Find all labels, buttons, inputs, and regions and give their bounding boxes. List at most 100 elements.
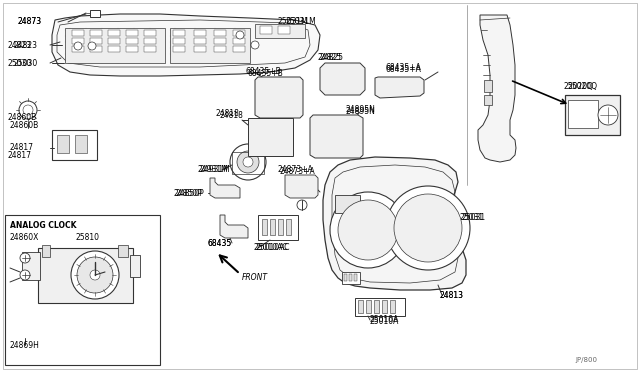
Bar	[273, 138, 289, 150]
Bar	[484, 80, 492, 92]
Polygon shape	[52, 14, 320, 76]
Text: 25031M: 25031M	[285, 17, 316, 26]
Bar	[90, 46, 102, 52]
Bar	[214, 46, 226, 52]
Circle shape	[338, 200, 398, 260]
Bar	[366, 300, 371, 313]
Circle shape	[378, 82, 386, 90]
Circle shape	[348, 74, 356, 82]
Bar	[286, 219, 291, 235]
Text: 68435+B: 68435+B	[248, 68, 284, 77]
Circle shape	[230, 144, 266, 180]
Bar	[354, 274, 357, 281]
Circle shape	[394, 194, 462, 262]
Text: 25031M: 25031M	[277, 17, 308, 26]
Bar	[173, 46, 185, 52]
Bar	[42, 245, 50, 257]
Text: 25030: 25030	[14, 58, 38, 67]
Text: 68435+A: 68435+A	[385, 64, 421, 73]
Bar	[358, 300, 363, 313]
Circle shape	[411, 82, 419, 90]
Circle shape	[344, 142, 352, 150]
Text: 24813: 24813	[440, 291, 464, 299]
Bar	[214, 38, 226, 44]
Text: 25010A: 25010A	[369, 315, 398, 324]
Circle shape	[330, 192, 406, 268]
Text: ANALOG CLOCK: ANALOG CLOCK	[10, 221, 77, 230]
Text: 24817: 24817	[10, 144, 34, 153]
Text: 24823: 24823	[14, 41, 38, 49]
Bar	[5, 215, 160, 365]
Bar	[126, 38, 138, 44]
Bar	[278, 219, 283, 235]
Polygon shape	[310, 115, 363, 158]
Polygon shape	[323, 157, 466, 290]
Bar	[75, 135, 87, 153]
Bar	[22, 252, 40, 280]
Circle shape	[344, 124, 352, 132]
Bar	[90, 38, 102, 44]
Bar	[233, 46, 245, 52]
Text: 25020Q: 25020Q	[567, 83, 597, 92]
Bar	[194, 30, 206, 36]
Bar	[108, 38, 120, 44]
Text: 24817: 24817	[8, 151, 32, 160]
Polygon shape	[320, 63, 365, 95]
Text: 24869H: 24869H	[10, 340, 40, 350]
Bar	[173, 38, 185, 44]
Text: 24895N: 24895N	[345, 108, 375, 116]
Bar	[126, 46, 138, 52]
Bar	[72, 46, 84, 52]
Text: 24860X: 24860X	[10, 232, 40, 241]
Text: 24825: 24825	[318, 52, 342, 61]
Circle shape	[318, 124, 326, 132]
Bar	[233, 30, 245, 36]
Bar	[126, 30, 138, 36]
Text: 24850P: 24850P	[173, 189, 202, 198]
Bar	[344, 274, 347, 281]
Text: 24873+A: 24873+A	[278, 164, 314, 173]
Bar	[144, 30, 156, 36]
Text: 24931M: 24931M	[200, 166, 231, 174]
Circle shape	[19, 101, 37, 119]
Text: 24818: 24818	[216, 109, 240, 118]
Bar	[57, 135, 69, 153]
Bar	[258, 215, 298, 240]
Circle shape	[23, 105, 33, 115]
Bar	[374, 300, 379, 313]
Bar	[144, 46, 156, 52]
Text: 25031: 25031	[460, 214, 484, 222]
Polygon shape	[210, 178, 240, 198]
Polygon shape	[375, 77, 424, 98]
Bar	[38, 248, 133, 303]
Bar	[342, 272, 360, 284]
Bar	[248, 118, 293, 156]
Bar	[118, 245, 128, 257]
Bar	[262, 219, 267, 235]
Circle shape	[74, 42, 82, 50]
Bar	[194, 38, 206, 44]
Circle shape	[318, 142, 326, 150]
Text: 24823: 24823	[8, 41, 32, 49]
Polygon shape	[220, 215, 248, 238]
Text: 24895N: 24895N	[345, 106, 375, 115]
Bar	[214, 30, 226, 36]
Bar	[253, 138, 269, 150]
Bar	[270, 219, 275, 235]
Bar	[565, 95, 620, 135]
Circle shape	[386, 186, 470, 270]
Bar	[260, 26, 272, 34]
Circle shape	[90, 270, 100, 280]
Circle shape	[297, 200, 307, 210]
Bar	[253, 123, 269, 135]
Circle shape	[598, 105, 618, 125]
Bar	[260, 84, 298, 112]
Text: 24860B: 24860B	[8, 113, 37, 122]
Bar	[173, 30, 185, 36]
Circle shape	[77, 257, 113, 293]
Bar	[278, 26, 290, 34]
Bar	[108, 30, 120, 36]
Bar	[144, 38, 156, 44]
Text: 24850P: 24850P	[175, 189, 204, 198]
Text: 24931M: 24931M	[198, 166, 228, 174]
